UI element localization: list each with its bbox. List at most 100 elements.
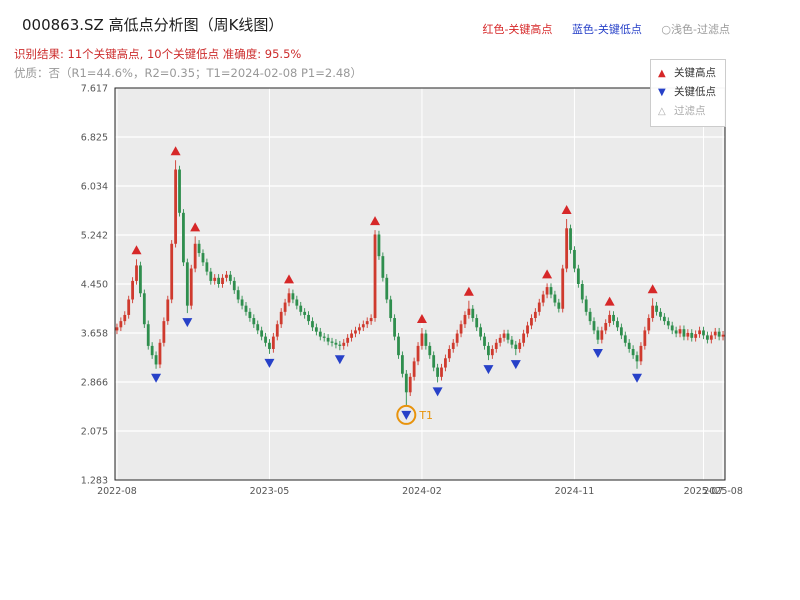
key-low-marker [182,318,193,328]
y-tick-label: 1.283 [81,476,108,487]
candle-body [381,256,385,278]
legend-item-key-low: ▼ 关键低点 [658,83,716,102]
candle-body [561,268,565,309]
candle-body [162,321,166,343]
candle-body [279,311,283,325]
key-high-marker [561,205,572,215]
key-low-marker [483,365,494,375]
candle-body [236,290,240,300]
legend-label-filter: 过滤点 [674,105,706,117]
key-high-marker [542,269,553,279]
y-tick-label: 6.825 [81,133,108,144]
candle-body [643,330,647,346]
candle-body [154,355,158,365]
key-high-marker [463,286,474,296]
candle-body [322,336,326,338]
candle-body [252,318,256,325]
candle-body [569,228,572,250]
y-tick-label: 5.242 [81,230,108,241]
candle-body [330,341,334,343]
candle-body [447,348,451,359]
candle-body [170,243,174,300]
candle-body [408,376,412,393]
candle-body [698,330,701,335]
candle-body [713,331,717,336]
candle-body [201,253,205,263]
candle-body [490,348,494,356]
candle-body [655,305,658,312]
candle-body [463,314,467,325]
key-low-marker [151,373,162,383]
candle-body [357,327,361,331]
x-tick-label: 2024-11 [555,486,595,497]
x-tick-label: 2025-07 [684,486,724,497]
candle-body [510,339,514,345]
candle-body [189,268,193,306]
legend-item-filter: △ 过滤点 [658,102,716,121]
candle-body [240,299,244,306]
page-title: 000863.SZ 高低点分析图（周K线图） [22,16,284,34]
candle-body [608,314,612,323]
candle-body [537,302,541,312]
quality-line: 优质：否（R1=44.6%，R2=0.35；T1=2024-02-08 P1=2… [14,66,362,80]
candle-body [318,331,322,337]
candle-body [514,344,518,349]
candle-body [627,342,631,349]
t1-circle [396,404,417,425]
key-low-marker [432,387,443,397]
candle-body [115,327,119,331]
legend-box: ▲ 关键高点 ▼ 关键低点 △ 过滤点 [650,59,726,127]
candle-body [674,330,678,334]
candle-body [303,311,307,315]
candle-body [127,299,131,315]
candle-body [299,305,303,312]
candle-body [588,311,592,322]
candle-body [412,361,416,377]
candle-body [651,305,655,319]
candle-body [479,327,483,337]
candle-body [291,293,295,300]
candle-body [612,314,615,322]
candle-body [580,284,584,300]
y-tick-label: 7.617 [81,84,108,95]
candle-body [338,344,342,346]
result-line: 识别结果: 11个关键高点, 10个关键低点 准确度: 95.5% [14,47,302,61]
key-high-marker [170,146,181,156]
candle-body [623,335,627,343]
candle-body [346,337,350,343]
candle-body [393,318,396,337]
candle-body [717,331,721,337]
candle-body [271,336,275,349]
triangle-up-icon: ▲ [658,68,666,79]
legend-label-key-high: 关键高点 [674,67,716,79]
candle-body [471,308,475,319]
candle-body [502,333,506,338]
candle-body [584,299,588,312]
candle-body [694,334,698,338]
candle-body [565,228,569,269]
candle-body [217,277,221,284]
candle-body [557,302,561,309]
t1-label: T1 [418,409,433,422]
candle-body [475,318,479,328]
key-high-marker [370,216,381,226]
candle-body [494,342,498,349]
candle-body [682,329,686,337]
candle-body [158,342,162,365]
candle-body [146,324,150,346]
top-legend-high: 红色-关键高点 [482,23,553,36]
candle-body [600,330,604,340]
candle-body [533,311,537,319]
candle-body [522,333,526,343]
candle-body [721,334,725,337]
key-high-marker [647,284,658,294]
candle-body [123,314,127,322]
candle-body [545,287,549,295]
candle-body [686,332,690,337]
candle-body [424,333,428,346]
candle-body [420,333,424,346]
candle-body [553,294,557,303]
candle-body [354,330,357,334]
candle-body [135,265,138,281]
